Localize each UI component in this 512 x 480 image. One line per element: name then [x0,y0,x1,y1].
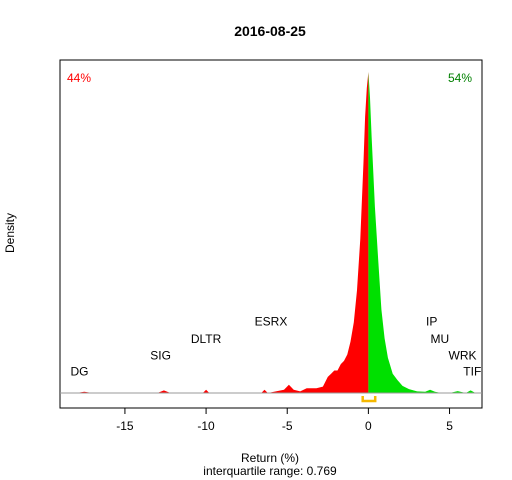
x-tick-label: 5 [446,419,453,433]
down-percentage-label: 44% [67,71,91,85]
iqr-bracket [361,396,377,403]
ticker-annotation: DG [71,364,89,378]
x-tick-label: -5 [282,419,293,433]
x-tick-label: 0 [365,419,372,433]
x-axis-label: Return (%) [241,451,299,465]
plot-frame [59,59,483,409]
x-axis: -15 -10 -5 0 5 [116,408,453,433]
positive-return-density-area [368,72,482,393]
ticker-annotation: DLTR [191,332,222,346]
ticker-annotation: IP [426,315,437,329]
chart-title: 2016-08-25 [234,23,306,39]
ticker-annotation: WRK [449,348,477,362]
chart-subtitle: interquartile range: 0.769 [203,464,337,478]
up-percentage-label: 54% [448,71,472,85]
ticker-annotation: SIG [150,348,171,362]
ticker-annotation: MU [430,332,449,346]
x-tick-label: -15 [116,419,134,433]
plot-layer [76,72,482,403]
x-tick-label: -10 [197,419,215,433]
negative-return-density-area [76,72,369,393]
ticker-annotation: ESRX [255,315,288,329]
y-axis-label: Density [3,213,17,253]
ticker-annotation: TIF [463,364,481,378]
